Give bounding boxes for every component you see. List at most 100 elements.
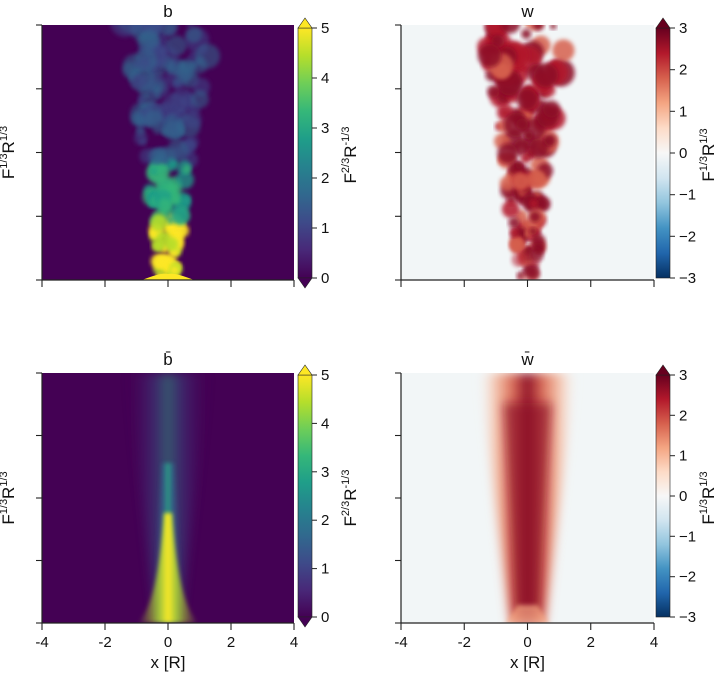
turbulent-blob	[137, 95, 146, 104]
panel-1: b F1/3R1/3 0 1 2 3 4 5 F2/3R-1/3	[0, 2, 360, 289]
plume-source	[142, 273, 194, 280]
colorbar-tick-label: 0	[321, 270, 329, 287]
turbulent-blob	[477, 43, 502, 68]
turbulent-blob	[500, 25, 521, 34]
turbulent-blob	[164, 237, 179, 251]
turbulent-blob	[499, 176, 515, 191]
turbulent-blob	[175, 170, 194, 190]
x-tick-label: 4	[290, 634, 298, 651]
colorbar-tick-label: 0	[321, 609, 329, 626]
plume-inlet	[505, 605, 550, 623]
turbulent-blob	[511, 172, 530, 191]
x-tick-label: -2	[458, 634, 471, 651]
turbulent-blob	[151, 239, 164, 252]
colorbar-extend-max	[297, 364, 313, 376]
colorbar-tick-label: 3	[321, 120, 329, 137]
colorbar-extend-min	[297, 277, 313, 289]
turbulent-blob	[531, 172, 544, 185]
panel-title: w̄	[520, 350, 534, 369]
colorbar-tick-label: −1	[679, 528, 696, 545]
turbulent-blob	[535, 198, 548, 211]
plume-core	[138, 513, 198, 623]
panel-2: w −3 −2 −1 0 1 2 3 F1/3R1/3	[395, 2, 718, 287]
plume-field	[479, 373, 576, 623]
colorbar-label: F2/3R-1/3	[340, 470, 360, 527]
colorbar: −3 −2 −1 0 1 2 3 F1/3R1/3	[655, 364, 718, 626]
turbulent-blob	[158, 198, 172, 212]
x-tick-label: 2	[227, 634, 235, 651]
colorbar-tick-label: 3	[679, 20, 687, 37]
colorbar-extend-min	[297, 616, 313, 628]
turbulent-blob	[516, 118, 528, 130]
colorbar-label: F2/3R-1/3	[340, 127, 360, 184]
turbulent-blob	[524, 230, 531, 238]
turbulent-blob	[544, 134, 557, 147]
y-axis-label: F1/3R1/3	[0, 126, 18, 179]
turbulent-blob	[516, 88, 538, 110]
turbulent-blob	[131, 73, 146, 89]
colorbar-gradient	[297, 27, 313, 279]
turbulent-blob	[110, 25, 140, 37]
colorbar-gradient	[655, 27, 671, 279]
colorbar-extend-max	[297, 17, 313, 29]
colorbar: 0 1 2 3 4 5 F2/3R-1/3	[297, 364, 360, 628]
turbulent-blob	[487, 85, 500, 98]
colorbar-tick-label: −2	[679, 569, 696, 586]
panel-title: w	[520, 2, 534, 21]
colorbar-tick-label: 1	[321, 561, 329, 578]
colorbar-tick-label: −3	[679, 609, 696, 626]
turbulent-blob	[147, 148, 165, 165]
x-tick-label: -4	[35, 634, 48, 651]
turbulent-blob	[525, 266, 537, 279]
x-tick-label: 2	[587, 634, 595, 651]
panel-title: b	[163, 2, 172, 21]
turbulent-blob	[138, 25, 164, 34]
turbulent-blob	[192, 58, 208, 74]
turbulent-blob	[529, 138, 549, 159]
turbulent-blob	[501, 200, 520, 218]
turbulent-blob	[170, 194, 182, 205]
turbulent-blob	[505, 17, 511, 23]
colorbar-tick-label: −2	[679, 228, 696, 245]
turbulent-blob	[532, 250, 544, 261]
colorbar-tick-label: 1	[679, 448, 687, 465]
colorbar-tick-label: 3	[321, 464, 329, 481]
turbulent-blob	[508, 217, 520, 229]
colorbar-tick-label: 5	[321, 20, 329, 37]
y-axis-label: F1/3R1/3	[0, 471, 18, 524]
plume-field	[477, 17, 575, 280]
turbulent-blob	[137, 57, 151, 71]
colorbar-extend-max	[655, 364, 671, 376]
turbulent-blob	[186, 136, 199, 149]
colorbar-tick-label: 5	[321, 367, 329, 384]
plume-core	[503, 403, 552, 611]
colorbar-tick-label: 2	[321, 170, 329, 187]
colorbar-label: F1/3R1/3	[698, 128, 718, 181]
turbulent-blob	[175, 61, 196, 82]
x-tick-label: 0	[523, 634, 531, 651]
turbulent-blob	[509, 235, 524, 250]
colorbar-tick-label: −1	[679, 187, 696, 204]
x-tick-label: 0	[164, 634, 172, 651]
colorbar: −3 −2 −1 0 1 2 3 F1/3R1/3	[655, 17, 718, 287]
colorbar-tick-label: 0	[679, 145, 687, 162]
turbulent-blob	[170, 206, 189, 225]
turbulent-blob	[524, 131, 533, 140]
turbulent-blob	[207, 15, 214, 22]
turbulent-blob	[139, 29, 159, 50]
turbulent-blob	[533, 25, 544, 31]
turbulent-blob	[511, 252, 526, 267]
panel-title: b̄	[163, 350, 172, 369]
colorbar-tick-label: 1	[679, 103, 687, 120]
plume-field	[126, 373, 210, 623]
turbulent-blob	[190, 90, 209, 109]
turbulent-blob	[150, 214, 168, 232]
turbulent-blob	[529, 227, 537, 236]
turbulent-blob	[521, 29, 532, 39]
turbulent-blob	[509, 227, 519, 237]
x-axis-label: x [R]	[510, 653, 545, 672]
turbulent-blob	[175, 223, 190, 238]
colorbar-tick-label: 2	[679, 407, 687, 424]
colorbar-tick-label: 2	[321, 512, 329, 529]
